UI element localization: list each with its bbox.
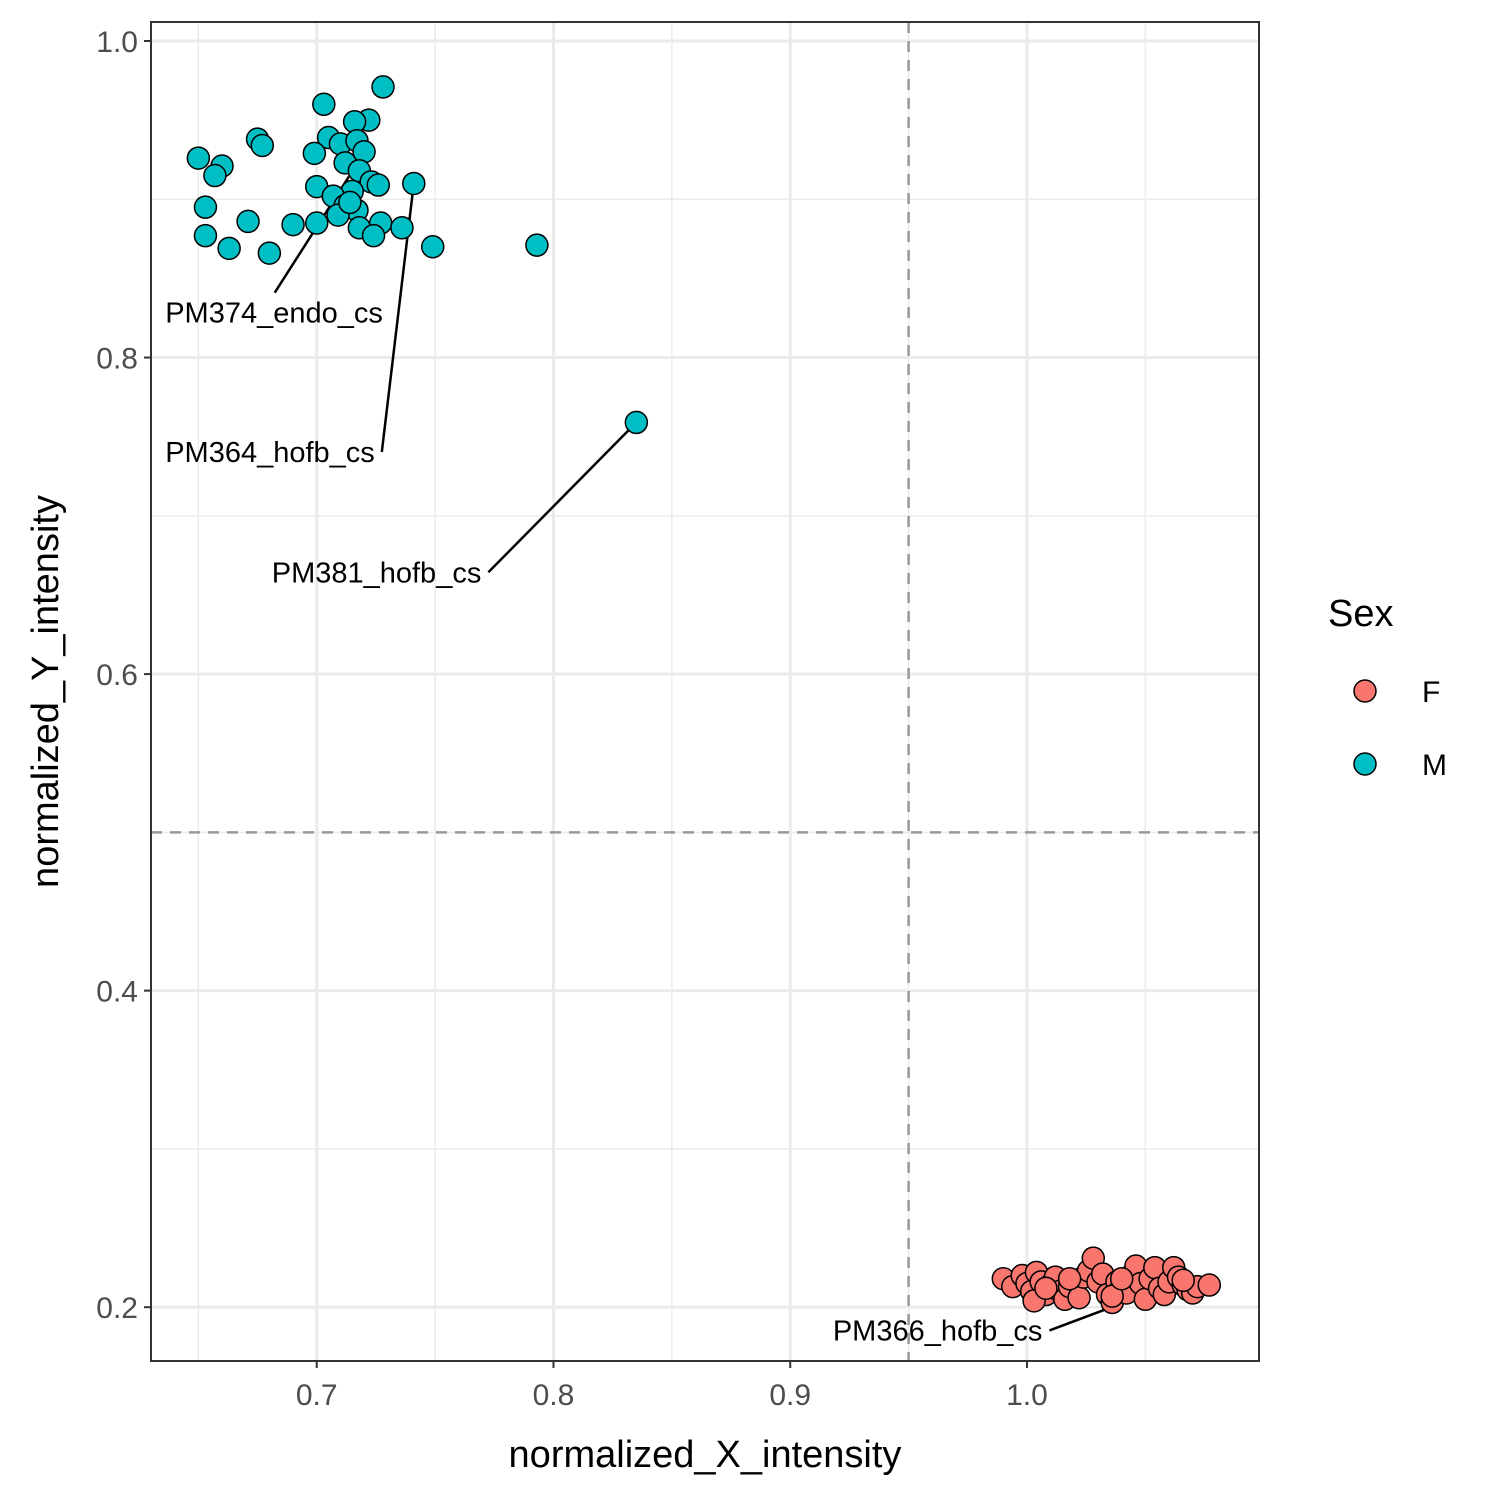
legend-label-m: M — [1422, 749, 1447, 782]
y-tick-label: 0.4 — [96, 976, 138, 1009]
data-point-m — [193, 195, 218, 219]
data-point-m — [236, 209, 260, 234]
data-point-m — [402, 171, 426, 196]
y-tick-label: 0.2 — [96, 1292, 138, 1325]
y-tick-label: 0.6 — [96, 659, 138, 692]
legend-label-f: F — [1422, 676, 1440, 709]
panel-border — [150, 21, 1260, 1362]
annotation-label: PM374_endo_cs — [165, 298, 383, 330]
data-point-m — [366, 173, 391, 197]
data-point-m — [371, 75, 395, 99]
y-axis: 0.2 0.4 0.6 0.8 1.0 — [96, 26, 151, 1325]
data-point-m — [624, 410, 649, 435]
data-point-m — [250, 133, 275, 158]
data-point-m — [338, 190, 362, 215]
data-point-f — [1034, 1276, 1058, 1300]
data-point-m — [361, 223, 386, 248]
data-point-m — [304, 211, 329, 235]
data-point-m — [312, 92, 336, 117]
annotation-labels: PM374_endo_cs PM364_hofb_cs PM381_hofb_cs P… — [165, 298, 1042, 1348]
y-axis-title: normalized_Y_intensity — [25, 495, 67, 888]
annotation-label: PM364_hofb_cs — [165, 437, 375, 469]
annotation-label: PM366_hofb_cs — [833, 1315, 1043, 1347]
data-point-f — [1109, 1266, 1134, 1291]
data-point-m — [257, 241, 282, 265]
x-axis: 0.7 0.8 0.9 1.0 — [296, 1361, 1048, 1412]
data-point-m — [302, 141, 327, 166]
data-point-f — [1171, 1268, 1195, 1293]
reference-lines — [151, 22, 1259, 1361]
legend-key-m — [1353, 752, 1377, 776]
annotation-leader-line — [487, 421, 638, 574]
annotation-leader-lines — [273, 166, 1184, 1332]
data-point-m — [390, 216, 414, 240]
x-axis-title: normalized_X_intensity — [509, 1434, 902, 1476]
data-point-m — [525, 233, 549, 257]
data-point-m — [186, 146, 211, 170]
legend-key-f — [1353, 679, 1377, 703]
x-tick-label: 0.8 — [533, 1379, 575, 1412]
data-point-f — [1057, 1266, 1082, 1291]
annotation-label: PM381_hofb_cs — [272, 557, 482, 589]
legend-items: FM — [1353, 676, 1447, 782]
y-tick-label: 0.8 — [96, 343, 138, 376]
data-point-f — [1197, 1273, 1222, 1297]
data-point-m — [281, 212, 305, 237]
x-tick-label: 0.9 — [769, 1379, 811, 1412]
x-tick-label: 0.7 — [296, 1379, 338, 1412]
data-point-m — [203, 163, 227, 188]
legend-title: Sex — [1328, 593, 1393, 635]
data-point-m — [217, 236, 241, 261]
x-tick-label: 1.0 — [1006, 1379, 1048, 1412]
legend: Sex FM — [1328, 593, 1447, 782]
data-points — [186, 75, 1222, 1315]
y-tick-label: 1.0 — [96, 26, 138, 59]
data-point-m — [420, 234, 445, 259]
data-point-m — [193, 223, 218, 248]
